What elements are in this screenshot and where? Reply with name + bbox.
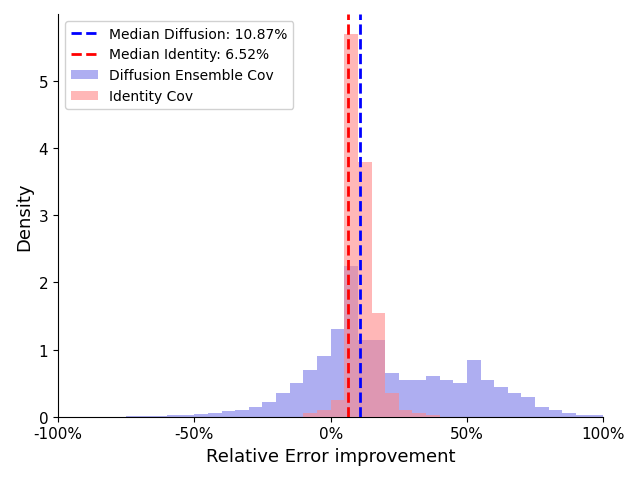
Bar: [385, 394, 399, 417]
Median Identity: 6.52%: (0.0652, 0): 6.52%: (0.0652, 0): [344, 414, 352, 420]
Bar: [317, 410, 331, 417]
Bar: [154, 416, 167, 417]
Bar: [548, 410, 563, 417]
Bar: [563, 413, 576, 417]
Bar: [317, 357, 331, 417]
Bar: [399, 410, 412, 417]
Median Identity: 6.52%: (0.0652, 1): 6.52%: (0.0652, 1): [344, 347, 352, 353]
Bar: [344, 266, 358, 417]
Bar: [589, 416, 604, 417]
Bar: [249, 407, 262, 417]
Bar: [412, 413, 426, 417]
Bar: [195, 414, 208, 417]
Bar: [522, 397, 535, 417]
Bar: [426, 377, 440, 417]
Y-axis label: Density: Density: [15, 182, 33, 250]
Bar: [262, 402, 276, 417]
Bar: [535, 407, 548, 417]
Bar: [303, 370, 317, 417]
Bar: [385, 373, 399, 417]
Bar: [358, 340, 372, 417]
Bar: [399, 380, 412, 417]
Bar: [126, 416, 140, 417]
Bar: [426, 416, 440, 417]
Median Diffusion: 10.87%: (0.109, 1): 10.87%: (0.109, 1): [356, 347, 364, 353]
Bar: [331, 330, 344, 417]
Legend: Median Diffusion: 10.87%, Median Identity: 6.52%, Diffusion Ensemble Cov, Identi: Median Diffusion: 10.87%, Median Identit…: [65, 22, 293, 109]
Bar: [208, 413, 221, 417]
Bar: [412, 380, 426, 417]
Bar: [372, 313, 385, 417]
Bar: [331, 400, 344, 417]
Bar: [467, 360, 481, 417]
Bar: [453, 384, 467, 417]
Bar: [167, 416, 180, 417]
Bar: [494, 387, 508, 417]
Bar: [440, 380, 453, 417]
Bar: [221, 411, 236, 417]
Bar: [508, 394, 522, 417]
Bar: [290, 384, 303, 417]
Bar: [276, 394, 290, 417]
Bar: [236, 410, 249, 417]
Bar: [576, 416, 589, 417]
Bar: [344, 35, 358, 417]
Bar: [140, 416, 154, 417]
Bar: [481, 380, 494, 417]
Bar: [372, 340, 385, 417]
X-axis label: Relative Error improvement: Relative Error improvement: [206, 447, 456, 465]
Bar: [180, 416, 195, 417]
Median Diffusion: 10.87%: (0.109, 0): 10.87%: (0.109, 0): [356, 414, 364, 420]
Bar: [358, 162, 372, 417]
Bar: [303, 413, 317, 417]
